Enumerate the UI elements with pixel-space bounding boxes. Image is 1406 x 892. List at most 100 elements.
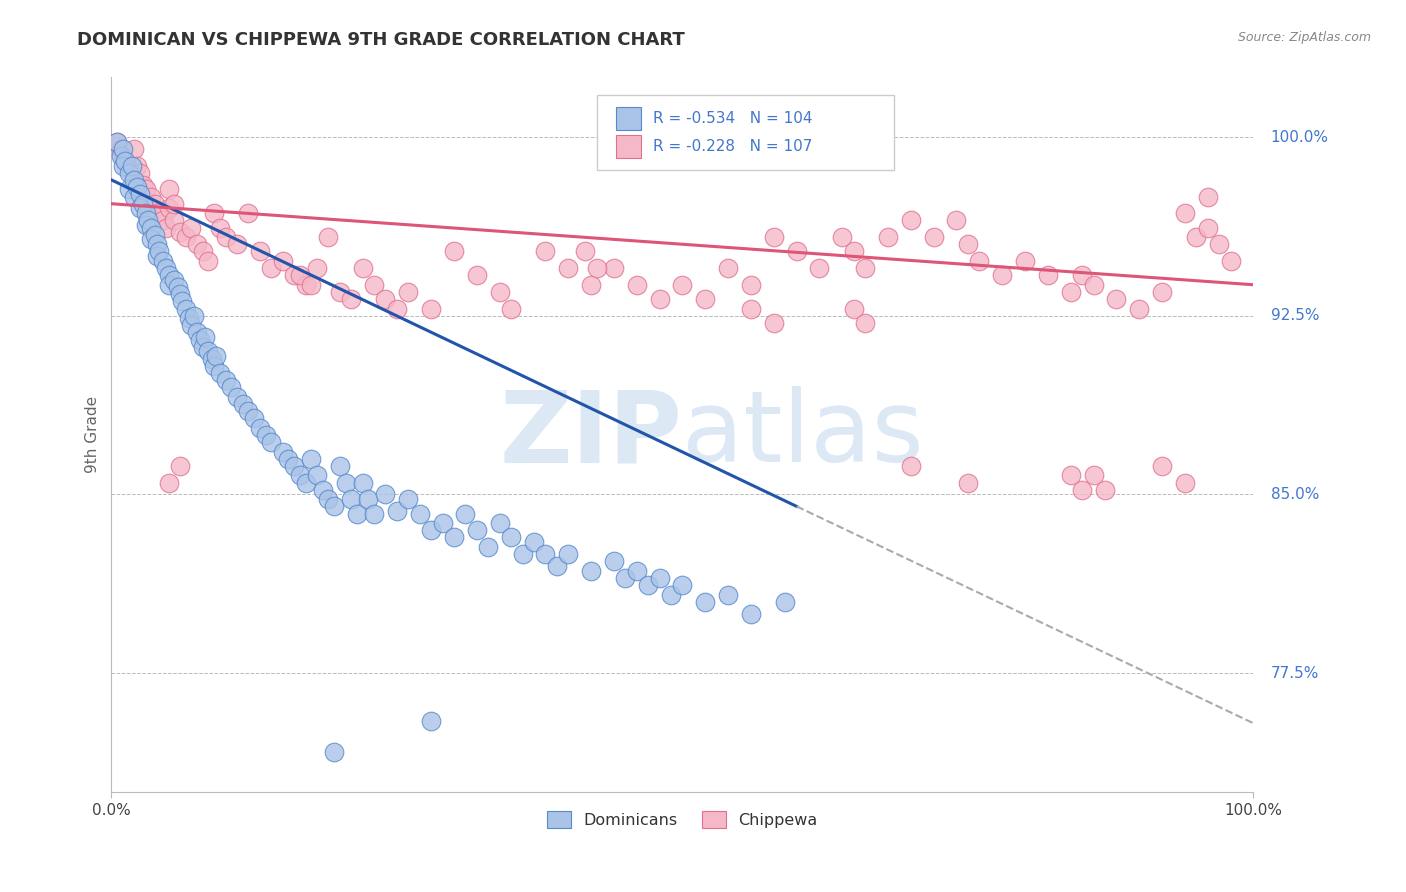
Chippewa [740, 277, 762, 292]
Dominicans [148, 244, 170, 259]
Chippewa [877, 230, 900, 244]
Dominicans [465, 523, 488, 537]
Dominicans [454, 507, 477, 521]
Dominicans [512, 547, 534, 561]
Chippewa [214, 230, 236, 244]
Chippewa [853, 261, 876, 276]
Dominicans [135, 218, 157, 232]
Dominicans [129, 187, 152, 202]
Dominicans [186, 326, 208, 340]
Dominicans [311, 483, 333, 497]
Dominicans [329, 458, 352, 473]
Chippewa [155, 220, 177, 235]
Chippewa [352, 261, 374, 276]
Dominicans [163, 273, 186, 287]
Dominicans [122, 173, 145, 187]
Dominicans [191, 340, 214, 354]
Chippewa [717, 261, 740, 276]
Chippewa [157, 202, 180, 216]
Chippewa [260, 261, 283, 276]
Chippewa [956, 475, 979, 490]
Dominicans [169, 287, 191, 301]
Chippewa [1208, 237, 1230, 252]
Text: ZIP: ZIP [499, 386, 682, 483]
Text: DOMINICAN VS CHIPPEWA 9TH GRADE CORRELATION CHART: DOMINICAN VS CHIPPEWA 9TH GRADE CORRELAT… [77, 31, 685, 49]
Chippewa [1014, 254, 1036, 268]
Chippewa [740, 301, 762, 316]
Chippewa [329, 285, 352, 299]
Dominicans [114, 153, 136, 168]
Chippewa [1060, 285, 1083, 299]
Dominicans [157, 268, 180, 283]
Dominicans [614, 571, 637, 585]
Dominicans [260, 435, 283, 450]
Chippewa [574, 244, 596, 259]
Dominicans [111, 159, 134, 173]
Chippewa [831, 230, 853, 244]
Dominicans [197, 344, 219, 359]
Dominicans [648, 571, 671, 585]
Text: R = -0.228   N = 107: R = -0.228 N = 107 [652, 139, 813, 154]
Dominicans [143, 227, 166, 242]
Chippewa [1071, 483, 1094, 497]
Chippewa [1150, 285, 1173, 299]
Dominicans [205, 349, 228, 363]
Chippewa [1197, 220, 1219, 235]
Dominicans [546, 558, 568, 573]
Chippewa [648, 292, 671, 306]
Chippewa [488, 285, 510, 299]
Dominicans [346, 507, 368, 521]
Chippewa [557, 261, 579, 276]
Chippewa [163, 213, 186, 227]
Dominicans [117, 166, 139, 180]
Chippewa [969, 254, 991, 268]
Chippewa [1174, 475, 1197, 490]
Chippewa [169, 458, 191, 473]
Chippewa [111, 149, 134, 163]
Dominicans [155, 261, 177, 276]
Y-axis label: 9th Grade: 9th Grade [86, 396, 100, 474]
Dominicans [579, 564, 602, 578]
Dominicans [157, 277, 180, 292]
Chippewa [671, 277, 693, 292]
Chippewa [318, 230, 340, 244]
Chippewa [1083, 468, 1105, 483]
Chippewa [585, 261, 607, 276]
Chippewa [122, 142, 145, 156]
Chippewa [501, 301, 523, 316]
Chippewa [842, 301, 865, 316]
Text: 77.5%: 77.5% [1271, 665, 1319, 681]
Dominicans [132, 196, 155, 211]
Dominicans [152, 254, 174, 268]
Dominicans [249, 421, 271, 435]
Dominicans [129, 202, 152, 216]
Dominicans [190, 333, 212, 347]
Chippewa [1094, 483, 1116, 497]
Dominicans [740, 607, 762, 621]
Dominicans [488, 516, 510, 530]
Text: R = -0.534   N = 104: R = -0.534 N = 104 [652, 111, 813, 126]
Chippewa [305, 261, 328, 276]
Dominicans [773, 595, 796, 609]
Chippewa [853, 316, 876, 330]
Chippewa [152, 213, 174, 227]
Chippewa [294, 277, 316, 292]
Dominicans [232, 397, 254, 411]
Chippewa [945, 213, 967, 227]
Dominicans [318, 492, 340, 507]
Dominicans [534, 547, 557, 561]
Chippewa [786, 244, 808, 259]
Dominicans [166, 280, 188, 294]
Dominicans [603, 554, 626, 568]
Dominicans [637, 578, 659, 592]
Chippewa [169, 225, 191, 239]
Chippewa [443, 244, 465, 259]
Chippewa [121, 166, 143, 180]
Dominicans [432, 516, 454, 530]
Chippewa [157, 475, 180, 490]
Chippewa [283, 268, 305, 283]
Chippewa [117, 159, 139, 173]
Dominicans [305, 468, 328, 483]
Text: 85.0%: 85.0% [1271, 487, 1319, 502]
Dominicans [352, 475, 374, 490]
